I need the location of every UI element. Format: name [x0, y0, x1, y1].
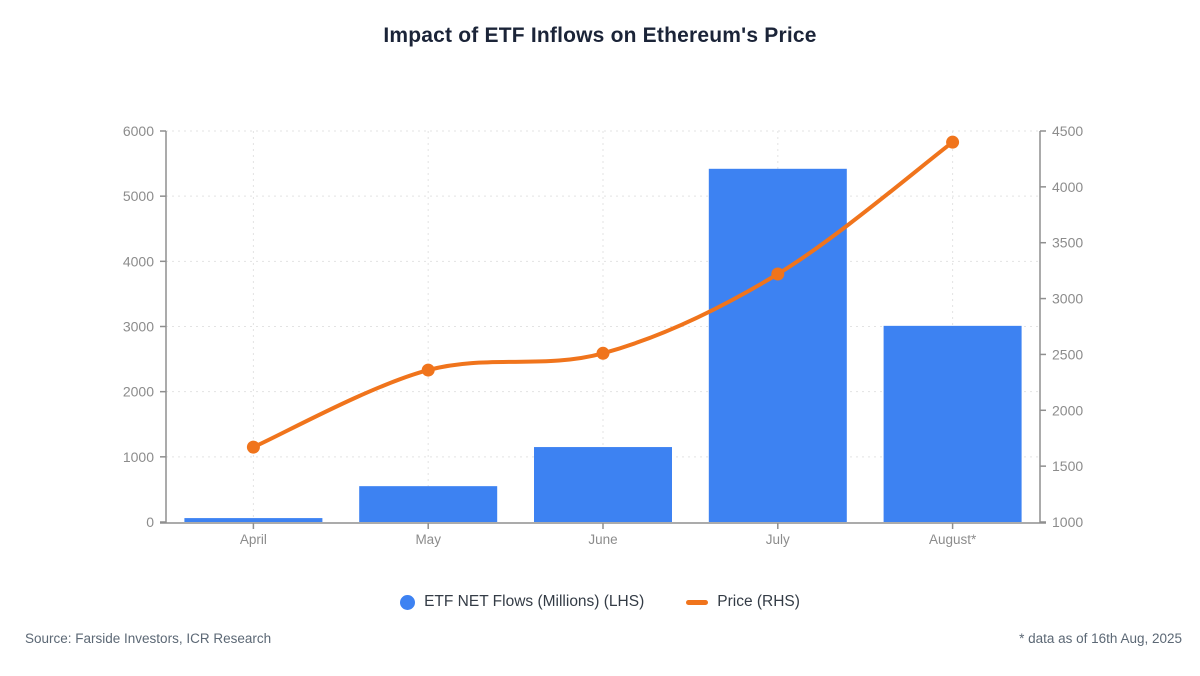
right-axis-tick-label: 4000	[1052, 179, 1083, 195]
price-point-May	[421, 363, 435, 377]
price-point-April	[246, 440, 260, 454]
chart-title: Impact of ETF Inflows on Ethereum's Pric…	[383, 24, 817, 47]
axes	[160, 130, 1046, 529]
left-axis-tick-label: 2000	[123, 384, 154, 400]
footnote-text: * data as of 16th Aug, 2025	[1019, 631, 1182, 646]
right-axis-tick-label: 1500	[1052, 458, 1083, 474]
bar-series	[184, 168, 1022, 522]
bar-April	[184, 518, 323, 522]
x-axis-category-label: July	[766, 532, 790, 547]
bar-August*	[883, 325, 1022, 522]
source-text: Source: Farside Investors, ICR Research	[25, 631, 272, 646]
right-axis-tick-label: 2500	[1052, 346, 1083, 362]
axis-labels: 0 1000 2000 3000 4000 5000 6000 1000 1500 2000 250…	[123, 123, 1084, 547]
legend-dash-icon	[686, 599, 709, 605]
bar-June	[534, 447, 672, 522]
x-axis-category-label: April	[240, 532, 267, 547]
legend: ETF NET Flows (Millions) (LHS) Price (RH…	[0, 593, 1200, 611]
left-axis-tick-label: 1000	[123, 449, 154, 465]
legend-circle-icon	[400, 594, 416, 610]
bar-May	[359, 486, 498, 522]
legend-item-price: Price (RHS)	[686, 593, 800, 611]
price-point-July	[771, 267, 785, 281]
x-axis-category-label: June	[588, 532, 617, 547]
legend-item-flows: ETF NET Flows (Millions) (LHS)	[400, 593, 644, 611]
left-axis-tick-label: 6000	[123, 123, 154, 139]
price-point-June	[596, 346, 610, 360]
left-axis-tick-label: 4000	[123, 253, 154, 269]
legend-label-price: Price (RHS)	[717, 593, 800, 610]
x-axis-category-label: May	[415, 532, 441, 547]
legend-label-flows: ETF NET Flows (Millions) (LHS)	[424, 593, 645, 610]
bar-July	[708, 168, 847, 522]
right-axis-tick-label: 4500	[1052, 123, 1083, 139]
left-axis-tick-label: 3000	[123, 319, 154, 335]
x-axis-category-label: August*	[929, 532, 977, 547]
left-axis-tick-label: 0	[146, 514, 154, 530]
right-axis-tick-label: 2000	[1052, 402, 1083, 418]
left-axis-tick-label: 5000	[123, 188, 154, 204]
right-axis-tick-label: 1000	[1052, 514, 1083, 530]
right-axis-tick-label: 3000	[1052, 291, 1083, 307]
price-point-August*	[946, 135, 960, 149]
right-axis-tick-label: 3500	[1052, 235, 1083, 251]
price-points	[246, 135, 960, 454]
